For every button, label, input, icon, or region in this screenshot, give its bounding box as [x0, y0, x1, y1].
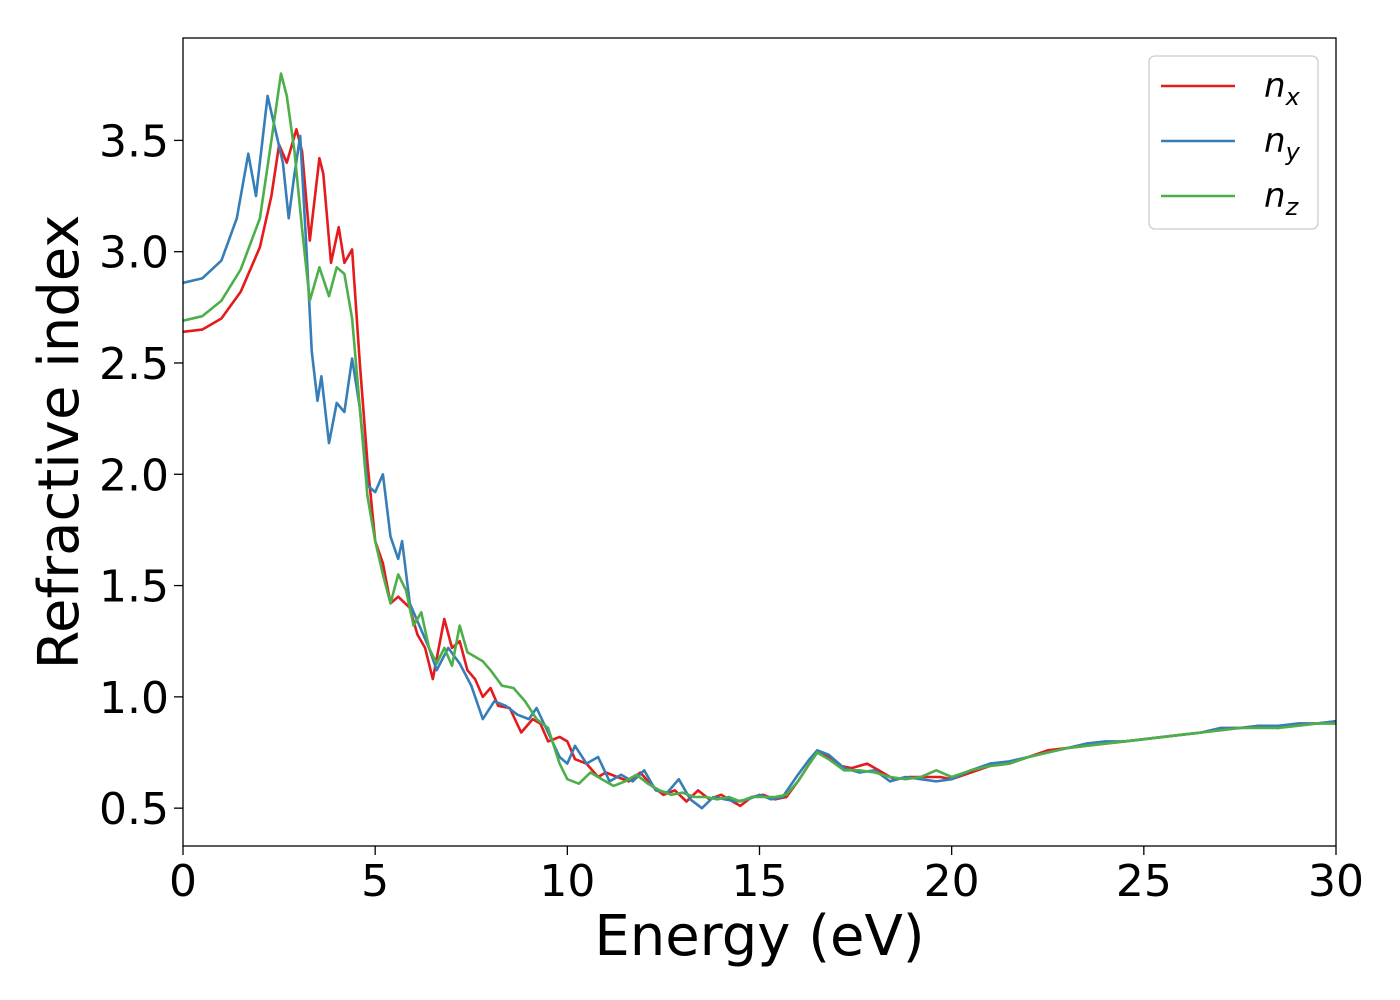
legend-label-y: ny: [1264, 121, 1301, 166]
x-tick-label: 0: [169, 856, 197, 907]
y-tick-label: 2.5: [99, 339, 169, 390]
y-axis-title: Refractive index: [27, 215, 92, 670]
legend-label-x: nx: [1264, 66, 1301, 111]
x-tick-label: 20: [924, 856, 980, 907]
x-tick-label: 15: [732, 856, 788, 907]
x-axis-title: Energy (eV): [594, 904, 924, 969]
legend-label-subscript: x: [1285, 83, 1301, 111]
legend-label-base: n: [1264, 121, 1286, 161]
y-tick-label: 3.5: [99, 116, 169, 167]
y-tick-label: 3.0: [99, 228, 169, 279]
legend-label-subscript: y: [1285, 138, 1301, 166]
x-tick-label: 25: [1116, 856, 1172, 907]
legend-box: [1148, 55, 1319, 230]
y-tick-label: 1.0: [99, 673, 169, 724]
y-tick-label: 0.5: [99, 784, 169, 835]
legend-label-subscript: z: [1285, 193, 1300, 221]
legend-label-z: nz: [1264, 176, 1300, 221]
legend-label-base: n: [1264, 66, 1286, 106]
series-layer: [183, 72, 1336, 810]
ticks-layer: 0 5 10 15 20 25 30 0.5 1.0 1.5 2.0 2.5 3.0 3.5: [99, 116, 1364, 907]
x-tick-label: 30: [1308, 856, 1364, 907]
x-tick-label: 5: [361, 856, 389, 907]
y-tick-label: 2.0: [99, 450, 169, 501]
x-tick-label: 10: [539, 856, 595, 907]
series-line-z: [183, 72, 1336, 803]
y-tick-label: 1.5: [99, 562, 169, 613]
legend-label-base: n: [1264, 176, 1286, 216]
